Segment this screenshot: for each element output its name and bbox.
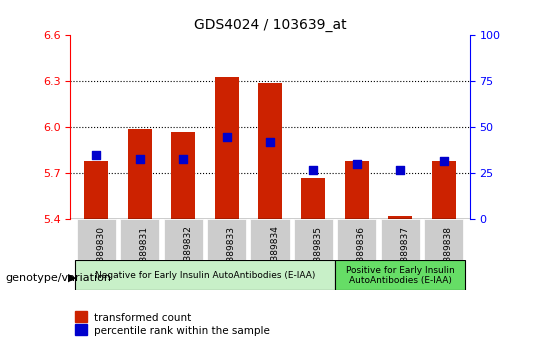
Bar (432, 161, 456, 219)
FancyBboxPatch shape (77, 219, 116, 260)
Text: GSM389830: GSM389830 (96, 225, 105, 281)
Text: GSM389838: GSM389838 (444, 225, 453, 281)
Text: GSM389832: GSM389832 (183, 225, 192, 280)
Point (440, 158, 448, 164)
FancyBboxPatch shape (251, 219, 289, 260)
Text: GSM389833: GSM389833 (227, 225, 235, 281)
Point (396, 167, 404, 173)
Title: GDS4024 / 103639_at: GDS4024 / 103639_at (194, 18, 346, 32)
Point (136, 156, 144, 161)
Text: ▶: ▶ (68, 273, 76, 283)
Legend: transformed count, percentile rank within the sample: transformed count, percentile rank withi… (76, 313, 270, 336)
Bar (258, 83, 282, 219)
Text: GSM389836: GSM389836 (357, 225, 366, 281)
FancyBboxPatch shape (207, 219, 246, 260)
FancyBboxPatch shape (381, 219, 420, 260)
Point (92, 152, 100, 158)
Point (222, 134, 231, 139)
Bar (345, 161, 369, 219)
FancyBboxPatch shape (164, 219, 202, 260)
Text: genotype/variation: genotype/variation (5, 273, 111, 283)
Point (309, 167, 318, 173)
FancyBboxPatch shape (424, 219, 463, 260)
FancyBboxPatch shape (120, 219, 159, 260)
Point (179, 156, 187, 161)
Bar (84, 161, 108, 219)
Text: GSM389831: GSM389831 (140, 225, 149, 281)
Text: GSM389835: GSM389835 (313, 225, 322, 281)
Bar (75, 260, 335, 290)
FancyBboxPatch shape (338, 219, 376, 260)
Point (266, 139, 274, 145)
Text: Negative for Early Insulin AutoAntibodies (E-IAA): Negative for Early Insulin AutoAntibodie… (94, 271, 315, 280)
Bar (388, 216, 412, 219)
Bar (335, 260, 465, 290)
Point (353, 161, 361, 167)
Text: GSM389837: GSM389837 (400, 225, 409, 281)
Bar (301, 178, 326, 219)
Bar (214, 77, 239, 219)
Bar (171, 132, 195, 219)
Text: GSM389834: GSM389834 (270, 225, 279, 280)
FancyBboxPatch shape (294, 219, 333, 260)
Text: Positive for Early Insulin
AutoAntibodies (E-IAA): Positive for Early Insulin AutoAntibodie… (346, 266, 455, 285)
Bar (128, 129, 152, 219)
